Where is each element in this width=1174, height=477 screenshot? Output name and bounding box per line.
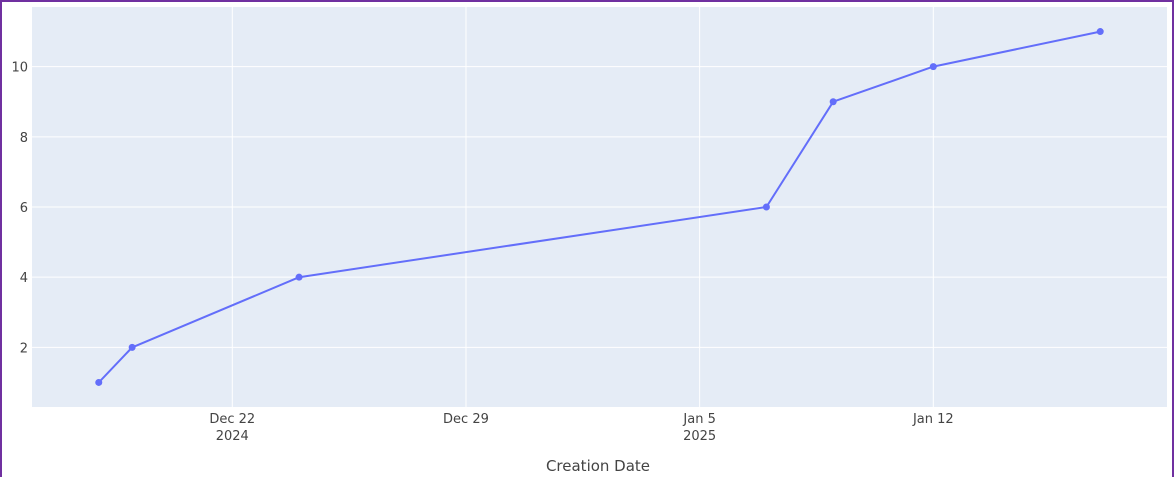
data-point [295,273,303,281]
series-group [95,28,1104,386]
y-tick-labels: 2 4 6 8 10 [11,61,28,357]
data-point [1096,28,1104,36]
data-point [829,98,837,106]
x-tick-label: Jan 12 [912,412,954,427]
y-tick-label: 6 [20,201,28,216]
x-tick-label: Jan 5 [682,412,715,427]
x-tick-year-label: 2025 [683,429,716,444]
data-point [95,378,103,386]
x-tick-year-label: 2024 [216,429,249,444]
x-axis-title: Creation Date [546,457,650,475]
y-tick-label: 4 [20,271,28,286]
x-tick-labels: Dec 22 2024 Dec 29 Jan 5 2025 Jan 12 [209,412,953,444]
y-tick-label: 10 [11,61,28,76]
data-point [128,343,136,351]
grid-lines [32,7,1167,407]
x-tick-label: Dec 22 [209,412,255,427]
y-tick-label: 2 [20,341,28,356]
y-tick-label: 8 [20,131,28,146]
data-point [762,203,770,211]
data-point [929,63,937,71]
x-tick-label: Dec 29 [443,412,489,427]
